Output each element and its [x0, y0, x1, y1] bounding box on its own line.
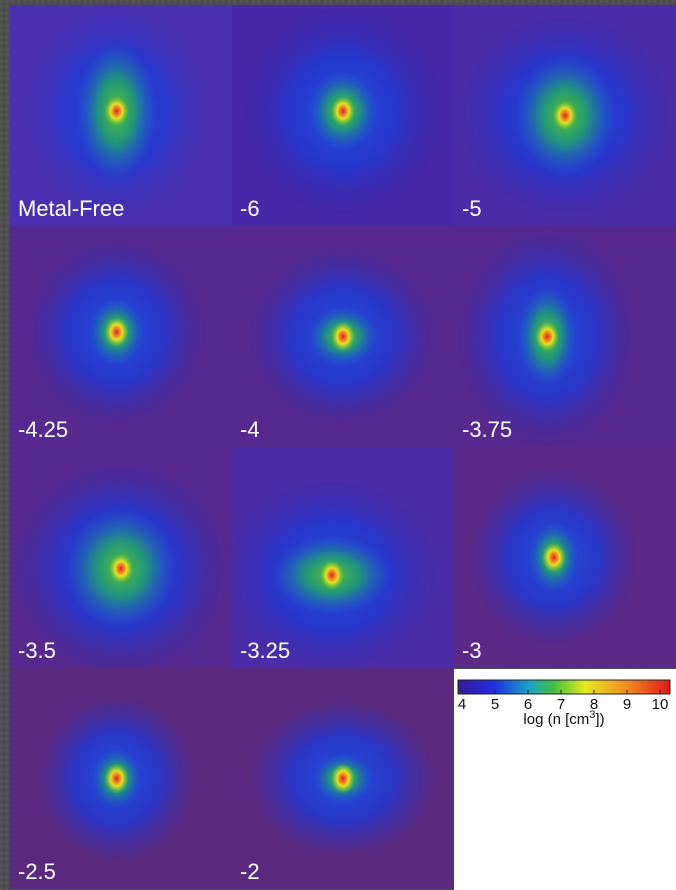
density-panel: -6: [232, 5, 454, 226]
core: [331, 764, 355, 794]
figure: log (n [cm3]) Metal-Free-6-5-4.25-4-3.75…: [0, 0, 676, 890]
density-panel: -4.25: [10, 226, 232, 447]
core: [331, 96, 355, 126]
core: [542, 543, 566, 573]
panel-label: -3.25: [240, 638, 290, 663]
density-panel: -5: [454, 5, 676, 226]
core: [105, 317, 129, 347]
panel-label: -2.5: [18, 859, 56, 884]
panel-label: -3.75: [462, 417, 512, 442]
panel-label: -3.5: [18, 638, 56, 663]
panel-label: -6: [240, 196, 260, 221]
core: [105, 764, 129, 794]
core: [109, 554, 133, 584]
density-panel: Metal-Free: [10, 1, 232, 226]
label-text: log (n [cm: [523, 711, 589, 728]
density-panel: -3.75: [454, 226, 676, 447]
colorbar-tick-label: 7: [557, 696, 565, 713]
core: [331, 322, 355, 352]
panel-label: -2: [240, 859, 260, 884]
density-panel: -2.5: [10, 668, 232, 889]
density-panel: -3.5: [10, 447, 232, 679]
colorbar-tick-label: 5: [491, 696, 499, 713]
panel-label: -4.25: [18, 417, 68, 442]
panel-label: -4: [240, 417, 260, 442]
core: [105, 96, 129, 126]
label-text: ]): [595, 711, 604, 728]
colorbar-tick-label: 4: [458, 696, 466, 713]
colorbar-tick-label: 9: [623, 696, 631, 713]
core: [535, 322, 559, 352]
density-panel: -2: [232, 668, 454, 889]
density-panel: -3: [454, 447, 676, 668]
page: log (n [cm3]) Metal-Free-6-5-4.25-4-3.75…: [0, 0, 676, 890]
core: [320, 560, 344, 590]
panel-label: Metal-Free: [18, 196, 124, 221]
colorbar-tick-label: 6: [524, 696, 532, 713]
core: [553, 101, 577, 131]
colorbar: [458, 680, 670, 694]
colorbar-tick-label: 8: [590, 696, 598, 713]
panel-label: -3: [462, 638, 482, 663]
density-panel: -4: [232, 226, 454, 447]
density-panel: -3.25: [222, 447, 454, 675]
panel-label: -5: [462, 196, 482, 221]
colorbar-tick-label: 10: [652, 696, 669, 713]
